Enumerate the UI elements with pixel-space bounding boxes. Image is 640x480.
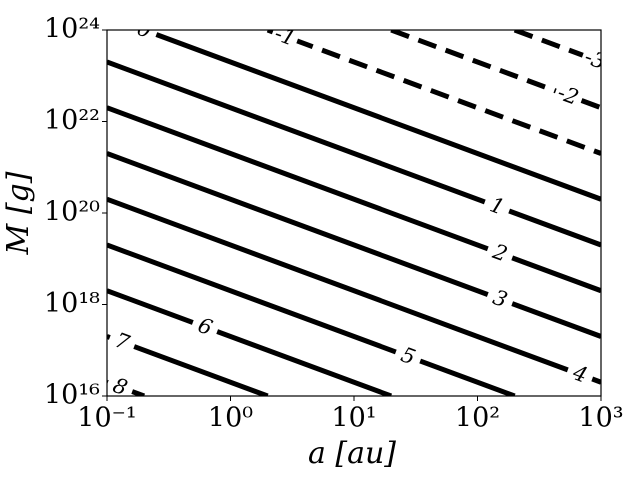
axes-frame	[106, 29, 602, 397]
contour-line	[143, 30, 601, 202]
contour-label-group: 6	[189, 313, 221, 341]
contour-label-group: 4	[564, 360, 596, 389]
contour-label-gap	[107, 373, 136, 396]
contour-line	[107, 105, 601, 294]
contour-line	[266, 30, 601, 156]
contour-label-group: -3	[579, 44, 609, 74]
y-tick-label: 10¹⁸	[44, 288, 100, 319]
x-tick-label: 10²	[455, 403, 500, 434]
y-tick-label: 10²⁰	[44, 197, 100, 228]
contour-label-group: 3	[484, 285, 516, 313]
contour-label-gap	[552, 81, 584, 110]
contour-label-gap	[392, 342, 424, 371]
contour-label-gap	[128, 30, 160, 44]
y-tick-label: 10²²	[44, 105, 100, 136]
contour-label-gap	[107, 328, 138, 356]
contour-label-gap	[484, 285, 516, 313]
contour-label-gap	[481, 192, 513, 221]
contour-label-group: 5	[392, 342, 424, 371]
contour-label-group: 2	[484, 239, 516, 268]
x-axis-label: a [au]	[308, 436, 396, 471]
contour-label-group: 8	[107, 373, 136, 400]
contour-label-gap	[564, 360, 596, 389]
contour-label-gap	[189, 313, 221, 341]
y-axis-label: M [g]	[1, 171, 36, 255]
contour-line	[107, 242, 516, 396]
contour-label-gap	[579, 45, 601, 74]
contour-label: 8	[110, 373, 131, 400]
contour-line	[107, 59, 601, 248]
x-tick-label: 10⁻¹	[77, 403, 136, 434]
plot-area: -3 -2 -1 0 1 2 3 4 5 6 7 8	[107, 21, 609, 400]
contour-label-group: -1	[269, 21, 301, 51]
x-tick-label: 10¹	[331, 403, 376, 434]
contour-label-gap	[484, 239, 516, 268]
contour-label: -3	[581, 44, 609, 74]
contour-line	[107, 151, 601, 339]
contour-line	[107, 196, 601, 385]
x-tick-label: 10⁰	[208, 403, 253, 434]
contour-label-gap	[269, 30, 301, 51]
contour-label-group: 1	[481, 192, 513, 221]
contour-label-group: 7	[107, 328, 138, 356]
contour-line	[107, 288, 393, 396]
y-tick-label: 10²⁴	[44, 14, 100, 45]
y-tick-label: 10¹⁶	[44, 380, 100, 411]
contour-label: -1	[271, 21, 299, 51]
x-tick-label: 10³	[578, 403, 623, 434]
contour-label-group: 0	[128, 30, 160, 44]
contour-label-group: -2	[552, 80, 584, 110]
